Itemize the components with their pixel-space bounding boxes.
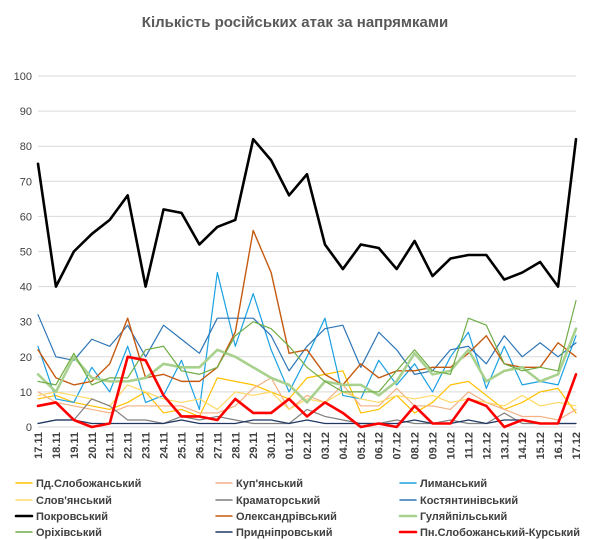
y-tick-label: 20 (20, 352, 32, 364)
y-tick-label: 60 (20, 211, 32, 223)
series-line-11 (37, 419, 577, 425)
x-tick-label: 14.12 (517, 432, 529, 460)
x-tick-label: 03.12 (320, 432, 332, 460)
x-tick-label: 16.12 (553, 432, 565, 460)
x-tick-label: 05.12 (356, 432, 368, 460)
x-tick-label: 01.12 (284, 432, 296, 460)
legend-label: Олександрівський (236, 511, 337, 523)
x-tick-label: 02.12 (302, 432, 314, 460)
x-tick-label: 24.11 (159, 432, 171, 459)
x-tick-label: 30.11 (266, 432, 278, 459)
x-tick-label: 11.12 (463, 432, 475, 459)
chart-title: Кількість російських атак за напрямками (141, 14, 449, 31)
series-line-7 (36, 137, 578, 288)
x-tick-label: 19.11 (69, 432, 81, 459)
series-line-6 (37, 314, 577, 375)
series-line-8 (37, 229, 577, 386)
y-tick-label: 100 (14, 71, 32, 83)
x-tick-label: 18.11 (51, 432, 63, 459)
series-line-3 (37, 271, 577, 411)
series-line-9 (36, 327, 578, 404)
series-line-1 (37, 370, 577, 418)
x-tick-label: 21.11 (105, 432, 117, 459)
legend-label: Слов'янський (36, 495, 112, 507)
legend-label: Гуляйпільський (420, 511, 507, 523)
x-tick-label: 26.11 (194, 432, 206, 459)
y-tick-label: 90 (20, 106, 32, 118)
x-tick-label: 06.12 (374, 432, 386, 460)
x-tick-label: 17.12 (571, 432, 583, 460)
legend-label: Покровський (36, 511, 108, 523)
x-tick-label: 27.11 (212, 432, 224, 459)
legend-label: Придніпровський (236, 527, 333, 539)
y-tick-label: 30 (20, 317, 32, 329)
series-line-10 (37, 300, 577, 393)
legend-label: Пд.Слобожанський (36, 478, 141, 490)
x-tick-label: 15.12 (535, 432, 547, 460)
y-tick-label: 50 (20, 247, 32, 259)
x-tick-label: 29.11 (248, 432, 260, 459)
legend-label: Оріхівський (36, 527, 102, 539)
y-tick-label: 10 (20, 387, 32, 399)
y-tick-label: 40 (20, 282, 32, 294)
legend-label: Пн.Слобожанський-Курський (420, 527, 580, 539)
series-line-4 (37, 384, 577, 411)
x-tick-label: 12.12 (481, 432, 493, 460)
x-tick-label: 10.12 (445, 432, 457, 460)
x-tick-label: 28.11 (230, 432, 242, 459)
legend-label: Куп'янський (236, 478, 303, 490)
x-tick-label: 17.11 (33, 432, 45, 459)
x-tick-label: 13.12 (499, 432, 511, 460)
legend-label: Краматорський (236, 495, 320, 507)
series-line-12 (36, 355, 578, 429)
legend-label: Костянтинівський (420, 495, 518, 507)
x-tick-label: 25.11 (176, 432, 188, 459)
x-tick-label: 23.11 (141, 432, 153, 459)
y-tick-label: 0 (26, 422, 32, 434)
y-tick-label: 80 (20, 141, 32, 153)
x-tick-label: 09.12 (428, 432, 440, 460)
y-tick-label: 70 (20, 176, 32, 188)
x-tick-label: 20.11 (87, 432, 99, 459)
x-tick-label: 22.11 (123, 432, 135, 459)
x-tick-label: 07.12 (392, 432, 404, 460)
x-tick-label: 08.12 (410, 432, 422, 460)
x-tick-label: 04.12 (338, 432, 350, 460)
legend-label: Лиманський (420, 478, 487, 490)
